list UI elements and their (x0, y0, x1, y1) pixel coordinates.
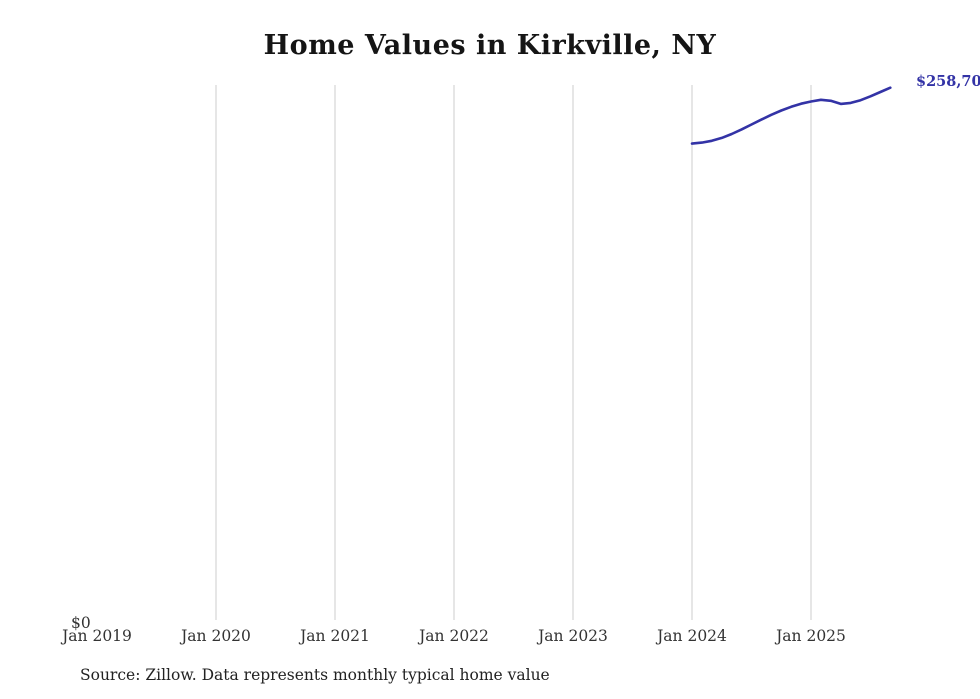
x-tick-label: Jan 2022 (417, 627, 489, 645)
x-tick-label: Jan 2025 (774, 627, 846, 645)
chart-title: Home Values in Kirkville, NY (263, 30, 717, 61)
x-tick-label: Jan 2019 (60, 627, 132, 645)
x-tick-label: Jan 2023 (536, 627, 608, 645)
y-zero-label: $0 (71, 614, 91, 632)
x-tick-label: Jan 2020 (179, 627, 251, 645)
source-note: Source: Zillow. Data represents monthly … (80, 666, 550, 684)
end-value-label: $258,700 (916, 73, 980, 90)
x-tick-label: Jan 2024 (655, 627, 727, 645)
series-line (690, 86, 892, 145)
x-tick-label: Jan 2021 (298, 627, 370, 645)
